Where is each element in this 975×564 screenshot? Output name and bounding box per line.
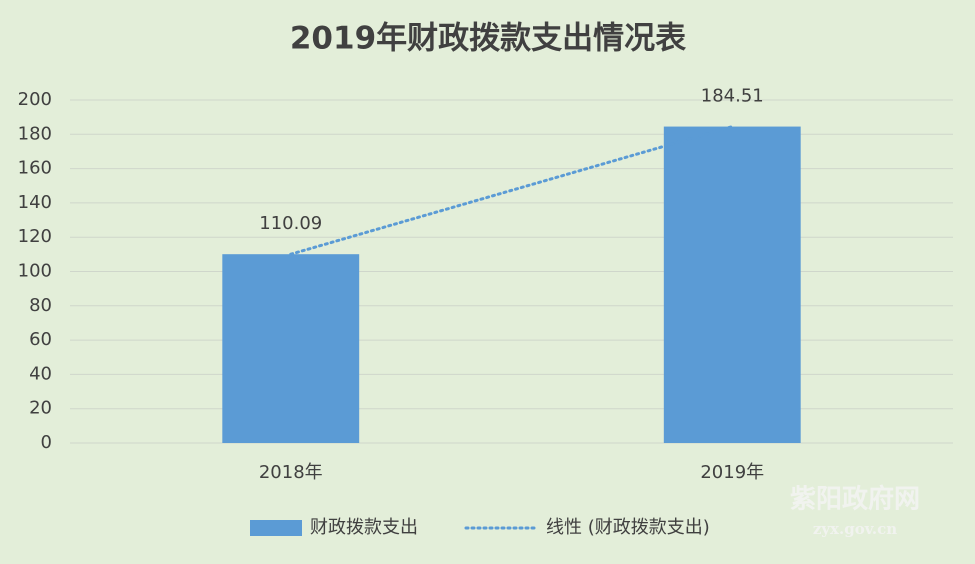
x-tick-label: 2018年 — [259, 462, 323, 483]
watermark-url: zyx.gov.cn — [813, 520, 897, 538]
data-label: 184.51 — [701, 86, 764, 107]
watermark-title: 紫阳政府网 — [790, 484, 920, 515]
y-tick-label: 180 — [18, 123, 52, 144]
y-tick-label: 80 — [29, 295, 52, 316]
data-label: 110.09 — [259, 213, 322, 234]
y-tick-label: 120 — [18, 226, 52, 247]
legend-label: 财政拨款支出 — [310, 517, 418, 538]
y-tick-label: 40 — [29, 363, 52, 384]
y-tick-label: 60 — [29, 329, 52, 350]
x-tick-label: 2019年 — [700, 462, 764, 483]
legend-label: 线性 (财政拨款支出) — [546, 517, 710, 538]
legend-swatch — [250, 520, 302, 536]
y-tick-label: 20 — [29, 398, 52, 419]
y-tick-label: 100 — [18, 261, 52, 282]
y-tick-label: 140 — [18, 192, 52, 213]
y-tick-label: 160 — [18, 158, 52, 179]
chart-title: 2019年财政拨款支出情况表 — [290, 21, 686, 57]
bar — [663, 126, 801, 443]
bar — [222, 254, 360, 443]
y-tick-label: 0 — [41, 432, 52, 453]
trendline — [289, 125, 734, 256]
y-tick-label: 200 — [18, 89, 52, 110]
